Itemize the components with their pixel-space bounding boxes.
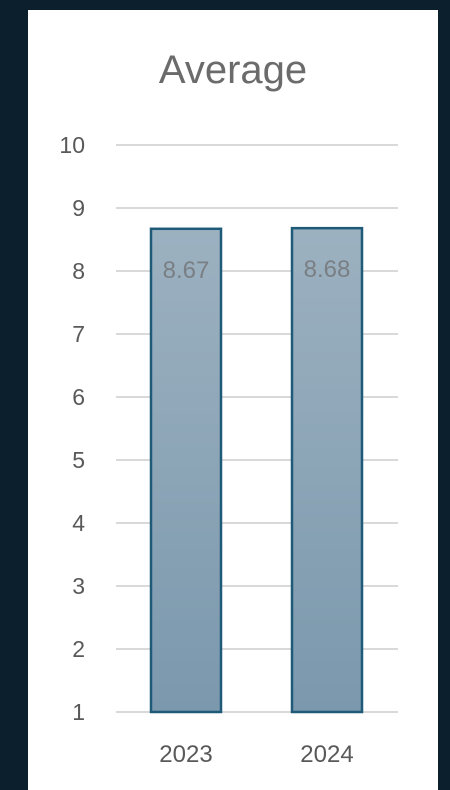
y-tick-label: 10: [59, 132, 85, 158]
y-tick-label: 8: [72, 258, 85, 284]
bars: [149, 226, 364, 714]
y-axis-ticks: 1 2 3 4 5 6 7 8 9 10: [59, 132, 85, 725]
y-tick-label: 9: [72, 195, 85, 221]
chart-title: Average: [159, 48, 307, 92]
chart-card: Average 1 2 3 4 5 6 7 8 9 10 8.67 8.68 2023 2024: [28, 10, 438, 790]
y-tick-label: 3: [72, 573, 85, 599]
x-axis-categories: 2023 2024: [159, 741, 353, 768]
bar-2024: [290, 226, 364, 714]
y-tick-label: 2: [72, 636, 85, 662]
data-label-2024: 8.68: [304, 256, 351, 283]
y-tick-label: 6: [72, 384, 85, 410]
y-tick-label: 4: [72, 510, 85, 536]
y-tick-label: 5: [72, 447, 85, 473]
average-bar-chart: Average 1 2 3 4 5 6 7 8 9 10 8.67 8.68 2023 2024: [59, 48, 398, 768]
data-labels: 8.67 8.68: [163, 256, 351, 284]
data-label-2023: 8.67: [163, 257, 210, 284]
y-tick-label: 1: [72, 699, 85, 725]
x-category-label: 2023: [159, 741, 212, 768]
y-tick-label: 7: [72, 321, 85, 347]
x-category-label: 2024: [300, 741, 353, 768]
bar-2023: [149, 227, 223, 714]
